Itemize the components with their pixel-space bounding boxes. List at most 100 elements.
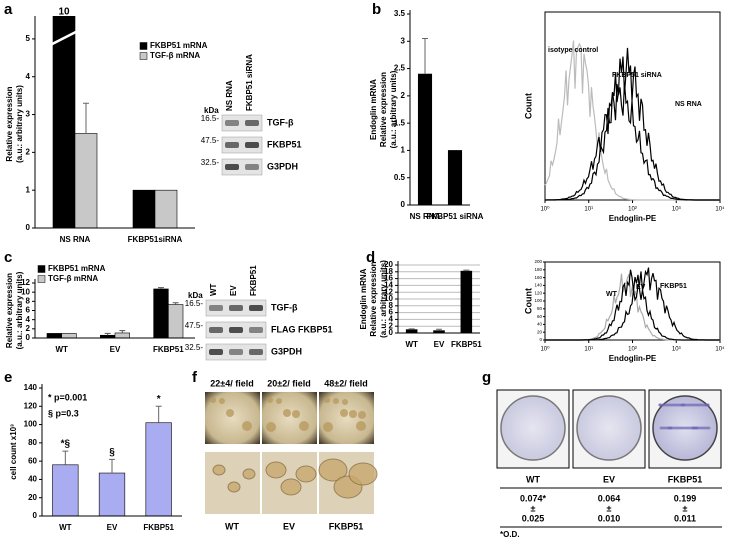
significance-marker: § <box>109 447 115 458</box>
y-tick-label: 0 <box>401 200 406 209</box>
y-tick-label: 0 <box>389 328 394 337</box>
lane-label: EV <box>229 285 238 296</box>
y-tick-label: 2 <box>401 91 406 100</box>
y-axis-label: Count <box>523 93 533 119</box>
blot-band <box>229 349 243 355</box>
x-tick-label: EV <box>110 345 121 354</box>
histogram-curve <box>545 47 719 201</box>
bar <box>74 133 98 228</box>
x-axis-label: Endoglin-PE <box>609 354 657 363</box>
blot-band <box>225 120 239 126</box>
y-tick-label: 12 <box>21 278 30 287</box>
y-axis-label: Relative expression <box>5 273 14 348</box>
y-tick-label: 14 <box>384 281 393 290</box>
band-label: G3PDH <box>267 161 298 171</box>
y-tick-label: 0.5 <box>394 173 406 182</box>
colony <box>283 409 291 417</box>
blot-band <box>209 305 223 311</box>
sample-label: WT <box>225 521 239 531</box>
bar <box>154 189 178 228</box>
band-label: FLAG FKBP51 <box>271 324 333 334</box>
blot-band <box>229 305 243 311</box>
break-label: 10 <box>58 7 70 18</box>
y-axis-label: Count <box>523 288 533 314</box>
annotation: * p=0.001 <box>48 392 87 402</box>
y-tick-label: 2 <box>389 321 394 330</box>
band-label: G3PDH <box>271 346 302 356</box>
y-tick-label: 1 <box>401 146 406 155</box>
y-tick-label: 16 <box>384 274 393 283</box>
y-tick-label: 1 <box>26 185 31 194</box>
y-tick-label: 3.5 <box>394 9 406 18</box>
annotation: WT <box>606 291 618 298</box>
bar <box>114 332 130 338</box>
y-tick-label: 160 <box>534 275 542 280</box>
od-value: 0.074* <box>520 493 547 503</box>
y-tick-label: 3 <box>401 36 406 45</box>
legend-swatch <box>139 52 148 60</box>
bar <box>132 189 156 228</box>
blot-band <box>245 164 259 170</box>
sample-label: EV <box>283 521 295 531</box>
y-tick-label: 10 <box>384 294 393 303</box>
colony <box>299 421 309 431</box>
y-tick-label: 3 <box>26 110 31 119</box>
y-tick-label: 1.5 <box>394 118 406 127</box>
y-tick-label: 0 <box>539 337 542 342</box>
colony <box>292 410 300 418</box>
error-bar <box>83 102 89 134</box>
y-tick-label: 10 <box>21 287 30 296</box>
x-tick-label: 10⁰ <box>540 206 550 213</box>
colony <box>349 410 357 418</box>
bar <box>460 270 473 333</box>
od-value: 0.064 <box>598 493 621 503</box>
y-tick-label: 2 <box>26 147 31 156</box>
error-bar <box>463 269 470 272</box>
colony <box>219 398 225 404</box>
significance-marker: * <box>157 394 161 405</box>
y-axis-label: Relative expression <box>379 72 388 147</box>
x-tick-label: EV <box>434 340 445 349</box>
stain <box>659 426 663 430</box>
y-tick-label: 0 <box>33 511 38 520</box>
y-tick-label: 60 <box>28 456 37 465</box>
panel-label: c <box>4 249 12 266</box>
error-bar <box>172 302 179 305</box>
x-tick-label: FKBP51 siRNA <box>427 212 484 221</box>
footnote: *O.D. <box>500 530 520 539</box>
y-axis-label: Endoglin mRNA <box>359 268 368 329</box>
colony <box>212 464 226 476</box>
colony <box>267 397 273 403</box>
bar <box>52 16 76 228</box>
blot-band <box>225 142 239 148</box>
colony <box>276 398 282 404</box>
lane-label: WT <box>209 283 218 296</box>
bar <box>46 333 62 338</box>
count-label: 48±2/ field <box>324 378 367 388</box>
x-tick-label: FKBP51 <box>451 340 482 349</box>
colony <box>340 409 348 417</box>
colony <box>226 409 234 417</box>
blot-band <box>245 120 259 126</box>
y-tick-label: 4 <box>26 72 31 81</box>
x-tick-label: 10¹ <box>584 347 593 353</box>
od-error: 0.011 <box>674 513 696 523</box>
band-label: FKBP51 <box>267 139 302 149</box>
x-tick-label: WT <box>55 345 68 354</box>
annotation: EV <box>636 284 646 291</box>
x-tick-label: 10⁴ <box>715 206 725 213</box>
colony <box>265 461 287 479</box>
column-label: WT <box>526 474 540 484</box>
y-tick-label: 40 <box>28 475 37 484</box>
y-tick-label: 120 <box>534 290 542 295</box>
panel-label: g <box>482 369 491 386</box>
y-tick-label: 0 <box>26 223 31 232</box>
blot-band <box>249 305 263 311</box>
bar <box>168 304 184 338</box>
error-bar <box>158 287 164 289</box>
colony <box>227 481 241 493</box>
panel-label: e <box>4 369 12 386</box>
colony <box>242 421 252 431</box>
panel-label: d <box>366 249 375 266</box>
blot-band <box>249 327 263 333</box>
